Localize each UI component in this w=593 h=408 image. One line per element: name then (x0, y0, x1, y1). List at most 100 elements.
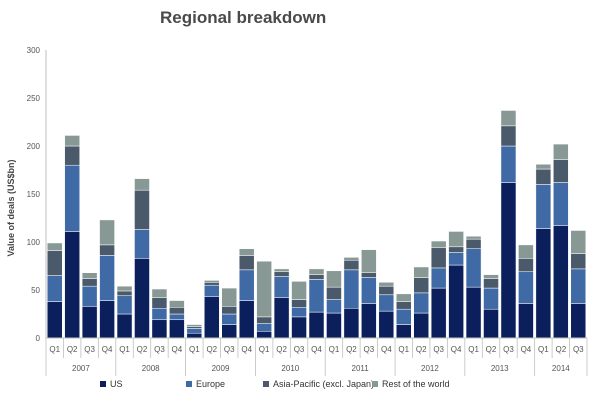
y-tick-label: 150 (27, 190, 41, 199)
bar-segment-asia-pacific-excl-japan (483, 278, 499, 289)
x-tick-label: Q2 (137, 345, 148, 354)
bar-segment-rest-of-the-world (134, 178, 150, 191)
year-label: 2012 (421, 364, 439, 373)
bar-segment-europe (518, 271, 534, 304)
x-tick-label: Q4 (451, 345, 462, 354)
bar-segment-us (361, 303, 377, 339)
bar-segment-europe (413, 292, 429, 314)
bar-segment-us (151, 319, 168, 339)
bar-segment-us (99, 300, 115, 339)
bar-segment-europe (465, 248, 482, 288)
bar-segment-rest-of-the-world (169, 300, 185, 308)
legend-swatch (100, 381, 106, 387)
bar-segment-asia-pacific-excl-japan (81, 278, 98, 287)
bar-segment-europe (186, 328, 203, 334)
bar-segment-europe (308, 279, 325, 313)
year-label: 2011 (352, 364, 370, 373)
x-tick-label: Q1 (49, 345, 60, 354)
bar-segment-asia-pacific-excl-japan (361, 272, 377, 278)
bar-segment-europe (81, 285, 98, 307)
bar-segment-europe (535, 184, 552, 229)
bar-segment-europe (238, 269, 255, 301)
bar-segment-asia-pacific-excl-japan (308, 274, 325, 280)
bar-segment-us (169, 319, 185, 339)
bar-segment-asia-pacific-excl-japan (238, 255, 255, 271)
bar-segment-rest-of-the-world (535, 163, 552, 170)
bar-segment-us (378, 310, 395, 339)
bar-segment-rest-of-the-world (221, 287, 238, 307)
x-tick-label: Q2 (67, 345, 78, 354)
bar-segment-europe (134, 229, 150, 259)
bar-segment-asia-pacific-excl-japan (221, 306, 238, 315)
bar-segment-us (116, 313, 133, 339)
bar-segment-us (465, 286, 482, 339)
x-tick-label: Q3 (294, 345, 305, 354)
bar-segment-rest-of-the-world (483, 274, 499, 279)
x-tick-label: Q2 (346, 345, 357, 354)
bar-segment-asia-pacific-excl-japan (343, 259, 360, 271)
bar-segment-rest-of-the-world (46, 242, 63, 251)
bar-segment-rest-of-the-world (64, 135, 80, 147)
bar-segment-asia-pacific-excl-japan (291, 299, 307, 308)
bar-segment-europe (46, 275, 63, 302)
bar-segment-us (291, 316, 307, 339)
y-axis-label: Value of deals (US$bn) (6, 159, 16, 256)
x-tick-label: Q3 (503, 345, 514, 354)
bar-segment-europe (169, 313, 185, 321)
bar-segment-rest-of-the-world (81, 272, 98, 279)
x-tick-label: Q4 (172, 345, 183, 354)
x-tick-label: Q4 (102, 345, 113, 354)
bar-segment-rest-of-the-world (361, 249, 377, 273)
bar-segment-europe (273, 276, 290, 298)
chart-title: Regional breakdown (160, 8, 327, 27)
legend-label: Rest of the world (382, 379, 450, 389)
bar-segment-europe (221, 313, 238, 325)
bar-segment-us (326, 312, 342, 339)
bar-segment-us (134, 258, 150, 339)
x-tick-label: Q1 (468, 345, 479, 354)
bar-segment-europe (378, 294, 395, 312)
bar-segment-asia-pacific-excl-japan (256, 316, 272, 324)
bar-segment-rest-of-the-world (204, 280, 220, 283)
bar-segment-rest-of-the-world (273, 268, 290, 273)
y-tick-label: 0 (36, 334, 41, 343)
bar-segment-asia-pacific-excl-japan (64, 145, 80, 166)
bar-segment-europe (99, 255, 115, 301)
x-tick-label: Q2 (486, 345, 497, 354)
x-tick-label: Q1 (538, 345, 549, 354)
bar-segment-europe (326, 299, 342, 314)
y-tick-label: 100 (27, 238, 41, 247)
bar-segment-asia-pacific-excl-japan (500, 125, 517, 147)
y-tick-label: 250 (27, 94, 41, 103)
bar-segment-us (483, 308, 499, 339)
x-tick-label: Q1 (189, 345, 200, 354)
bar-segment-europe (396, 308, 412, 325)
bar-segment-asia-pacific-excl-japan (465, 238, 482, 249)
bar-segment-asia-pacific-excl-japan (535, 168, 552, 185)
bar-segment-us (221, 324, 238, 339)
bar-segment-us (535, 228, 552, 339)
x-axis: Q1 Q2 Q3 Q4 Q1 Q2 Q3 Q4 Q1 Q2 Q3 Q4 Q1 Q2 Q3 Q4 Q1 Q2 Q3 Q4… (45, 337, 588, 376)
bar-segment-europe (448, 252, 464, 266)
bar-segment-asia-pacific-excl-japan (204, 282, 220, 286)
bar-segment-us (64, 231, 80, 339)
legend-swatch (186, 381, 192, 387)
bar-segment-europe (430, 267, 447, 289)
bar-segment-asia-pacific-excl-japan (151, 297, 168, 309)
bar-segment-europe (291, 307, 307, 318)
bar-segment-us (570, 303, 587, 339)
bar-segment-us (396, 324, 412, 339)
bar-segment-us (308, 311, 325, 339)
bar-segment-asia-pacific-excl-japan (518, 258, 534, 273)
bar-segment-asia-pacific-excl-japan (430, 247, 447, 269)
x-tick-label: Q1 (259, 345, 270, 354)
legend-swatch (372, 381, 378, 387)
legend-label: US (110, 379, 123, 389)
legend-item: Rest of the world (372, 379, 450, 389)
bar-segment-us (430, 287, 447, 339)
y-axis: 0 50 100 150 200 250 300 (27, 46, 47, 343)
bar-segment-europe (116, 295, 133, 315)
bar-segment-asia-pacific-excl-japan (570, 253, 587, 270)
bar-segment-rest-of-the-world (186, 324, 203, 327)
